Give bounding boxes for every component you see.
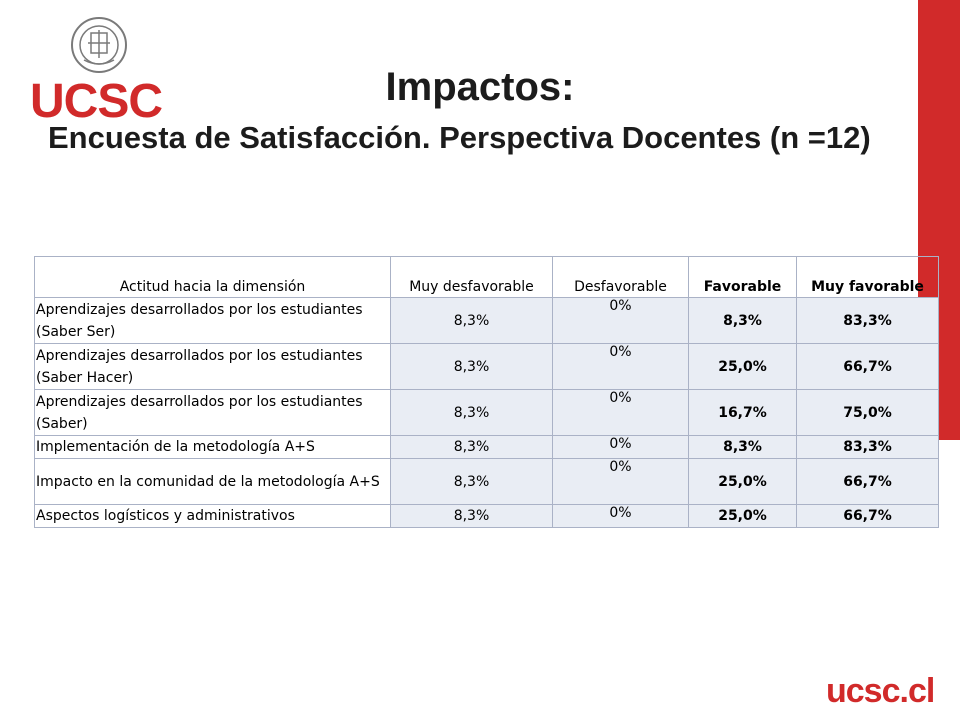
cell-muy-desfavorable: 8,3%: [390, 389, 553, 436]
cell-muy-favorable: 75,0%: [796, 389, 939, 436]
page-subtitle: Encuesta de Satisfacción. Perspectiva Do…: [48, 120, 871, 155]
cell-favorable: 8,3%: [688, 435, 797, 459]
table-row: Aspectos logísticos y administrativos 8,…: [34, 504, 939, 528]
cell-muy-desfavorable: 8,3%: [390, 435, 553, 459]
satisfaction-table: Actitud hacia la dimensión Muy desfavora…: [34, 256, 939, 528]
table-row: Aprendizajes desarrollados por los estud…: [34, 297, 939, 344]
header-dimension: Actitud hacia la dimensión: [34, 256, 391, 298]
cell-favorable: 16,7%: [688, 389, 797, 436]
cell-muy-favorable: 66,7%: [796, 458, 939, 505]
cell-desfavorable: 0%: [552, 435, 689, 459]
cell-muy-desfavorable: 8,3%: [390, 297, 553, 344]
table-row: Aprendizajes desarrollados por los estud…: [34, 343, 939, 390]
footer-logo: ucsc.cl: [826, 672, 935, 710]
header-favorable: Favorable: [688, 256, 797, 298]
cell-muy-desfavorable: 8,3%: [390, 343, 553, 390]
cell-muy-desfavorable: 8,3%: [390, 504, 553, 528]
cell-favorable: 25,0%: [688, 343, 797, 390]
cell-muy-favorable: 66,7%: [796, 504, 939, 528]
logo-text: UCSC: [30, 75, 163, 128]
cell-dimension: Aspectos logísticos y administrativos: [34, 504, 391, 528]
cell-favorable: 25,0%: [688, 504, 797, 528]
cell-dimension: Aprendizajes desarrollados por los estud…: [34, 297, 391, 344]
ucsc-logo: UCSC: [30, 16, 163, 126]
cell-desfavorable: 0%: [552, 458, 689, 505]
cell-dimension: Aprendizajes desarrollados por los estud…: [34, 389, 391, 436]
cell-desfavorable: 0%: [552, 504, 689, 528]
header-muy-favorable: Muy favorable: [796, 256, 939, 298]
cell-favorable: 25,0%: [688, 458, 797, 505]
cell-muy-favorable: 83,3%: [796, 297, 939, 344]
university-seal-icon: [71, 17, 127, 73]
table-header-row: Actitud hacia la dimensión Muy desfavora…: [34, 256, 939, 298]
cell-muy-favorable: 66,7%: [796, 343, 939, 390]
cell-desfavorable: 0%: [552, 343, 689, 390]
table-row: Impacto en la comunidad de la metodologí…: [34, 458, 939, 505]
cell-desfavorable: 0%: [552, 297, 689, 344]
header-desfavorable: Desfavorable: [552, 256, 689, 298]
table-row: Aprendizajes desarrollados por los estud…: [34, 389, 939, 436]
cell-dimension: Implementación de la metodología A+S: [34, 435, 391, 459]
cell-favorable: 8,3%: [688, 297, 797, 344]
table-row: Implementación de la metodología A+S 8,3…: [34, 435, 939, 459]
cell-muy-favorable: 83,3%: [796, 435, 939, 459]
header-muy-desfavorable: Muy desfavorable: [390, 256, 553, 298]
cell-dimension: Aprendizajes desarrollados por los estud…: [34, 343, 391, 390]
cell-desfavorable: 0%: [552, 389, 689, 436]
page-title: Impactos:: [385, 65, 575, 109]
cell-muy-desfavorable: 8,3%: [390, 458, 553, 505]
cell-dimension: Impacto en la comunidad de la metodologí…: [34, 458, 391, 505]
